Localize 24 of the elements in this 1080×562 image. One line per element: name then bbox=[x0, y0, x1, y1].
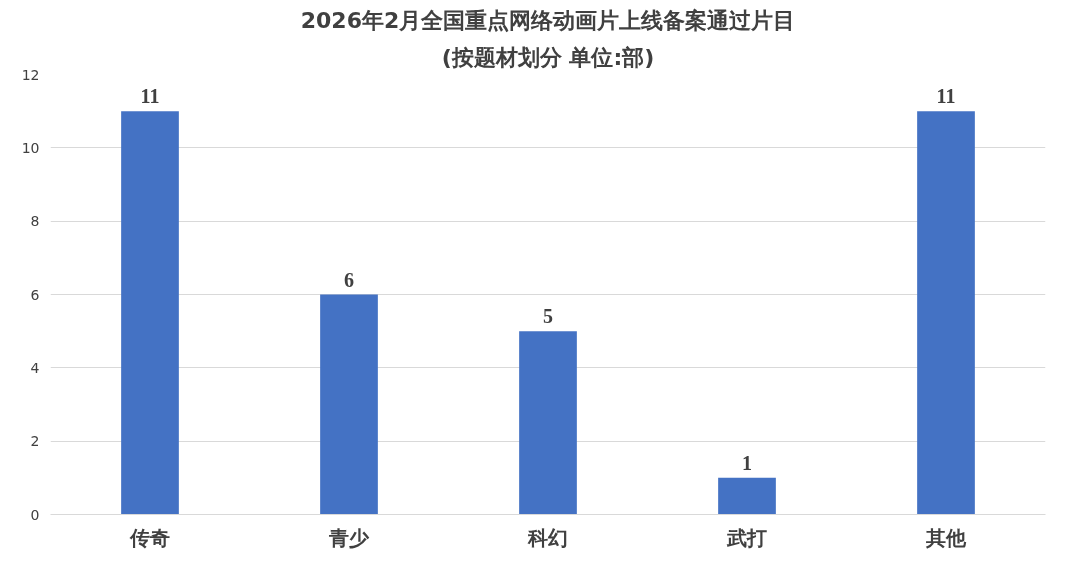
x-tick-label: 青少 bbox=[328, 525, 370, 550]
bar bbox=[718, 477, 776, 515]
y-tick-label: 12 bbox=[21, 66, 40, 83]
x-tick-label: 其他 bbox=[925, 525, 967, 550]
y-tick-label: 6 bbox=[30, 286, 40, 303]
bar bbox=[121, 111, 179, 515]
data-label: 5 bbox=[543, 305, 553, 328]
chart-subtitle: (按题材划分 单位:部) bbox=[441, 44, 655, 70]
x-tick-label: 武打 bbox=[726, 525, 767, 550]
data-label: 6 bbox=[344, 268, 354, 291]
y-tick-label: 4 bbox=[30, 359, 40, 376]
y-tick-label: 10 bbox=[21, 139, 40, 156]
data-label: 11 bbox=[936, 85, 956, 108]
y-tick-label: 0 bbox=[30, 506, 40, 523]
x-tick-label: 科幻 bbox=[527, 525, 568, 550]
y-tick-label: 2 bbox=[30, 433, 40, 450]
bar bbox=[917, 111, 975, 515]
bar bbox=[320, 294, 378, 515]
bar bbox=[519, 331, 577, 515]
y-tick-label: 8 bbox=[30, 213, 40, 230]
data-label: 1 bbox=[742, 451, 752, 474]
x-tick-label: 传奇 bbox=[129, 525, 170, 550]
chart-title: 2026年2月全国重点网络动画片上线备案通过片目 bbox=[300, 7, 796, 33]
data-label: 11 bbox=[140, 85, 160, 108]
